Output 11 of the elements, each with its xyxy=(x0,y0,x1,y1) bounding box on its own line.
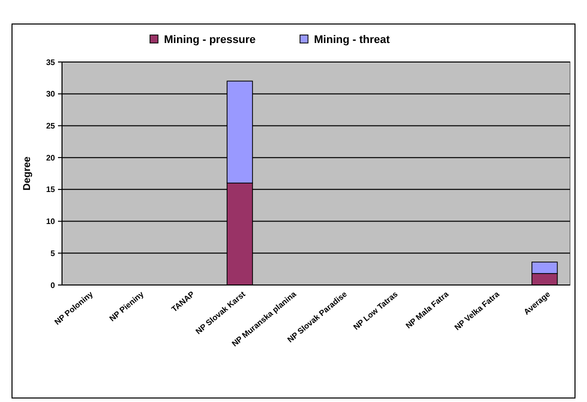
legend-label: Mining - pressure xyxy=(164,34,256,46)
legend-label: Mining - threat xyxy=(314,34,390,46)
y-tick-label: 10 xyxy=(46,217,56,226)
y-tick-label: 35 xyxy=(46,58,56,67)
y-tick-label: 0 xyxy=(50,280,56,290)
y-tick-label: 5 xyxy=(50,248,56,258)
y-tick-label: 15 xyxy=(46,185,56,194)
y-tick-label: 25 xyxy=(46,122,56,131)
y-tick-label: 20 xyxy=(46,153,56,162)
y-tick-label: 30 xyxy=(46,90,56,99)
y-axis-title: Degree xyxy=(22,156,33,190)
